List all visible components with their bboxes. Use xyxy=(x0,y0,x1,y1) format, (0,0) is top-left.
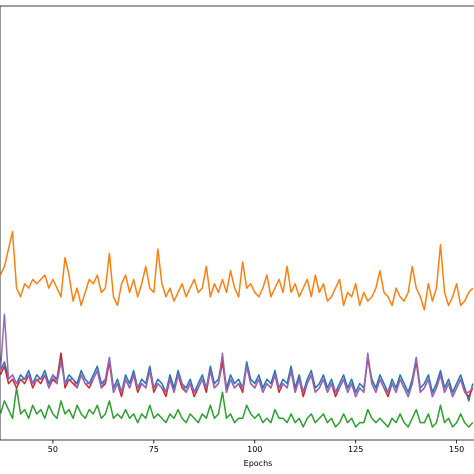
x-tick-label: 100 xyxy=(247,445,262,454)
series-line xyxy=(0,387,474,428)
x-axis-label: Epochs xyxy=(244,459,273,468)
x-tick-label: 75 xyxy=(149,445,159,454)
series-line xyxy=(0,313,474,398)
x-tick-label: 125 xyxy=(348,445,363,454)
x-tick-label: 150 xyxy=(449,445,464,454)
x-tick-label: 50 xyxy=(48,445,58,454)
series-line xyxy=(0,230,474,311)
series-line xyxy=(0,352,474,402)
series-line xyxy=(0,352,474,398)
plot-frame xyxy=(0,5,474,441)
